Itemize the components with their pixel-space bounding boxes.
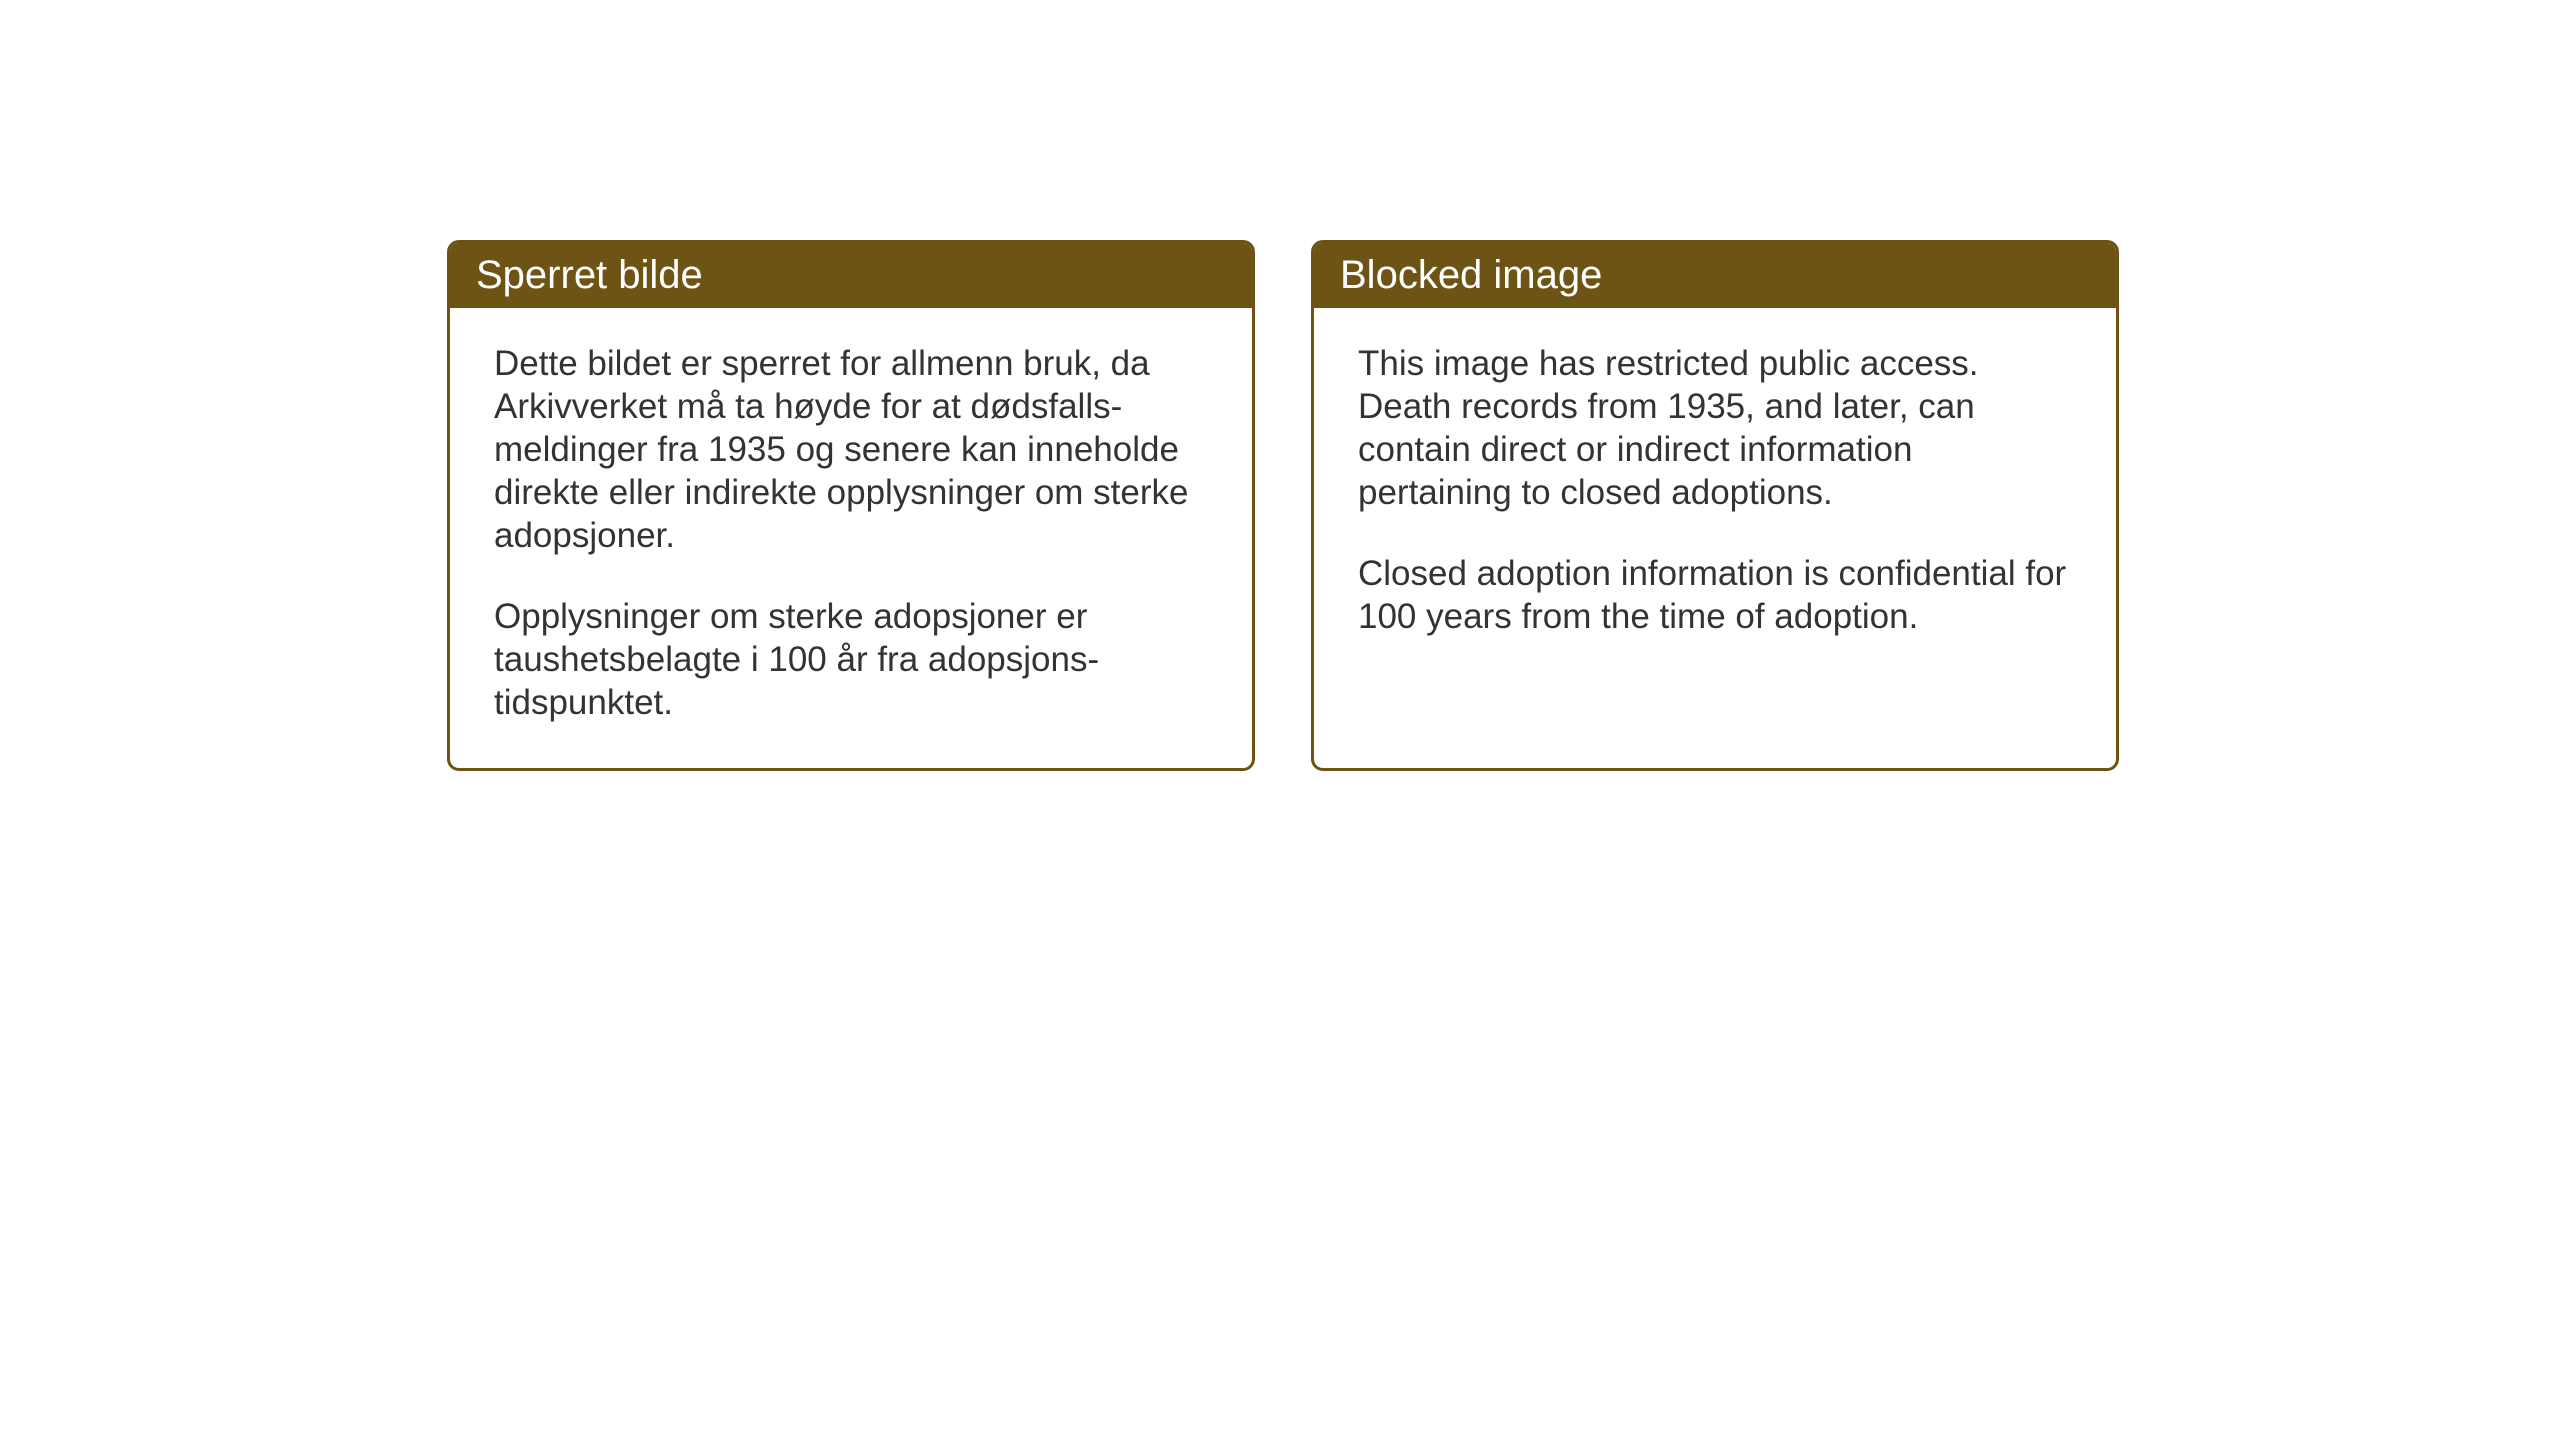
card-norwegian: Sperret bilde Dette bildet er sperret fo… bbox=[447, 240, 1255, 771]
card-paragraph-1-english: This image has restricted public access.… bbox=[1358, 342, 2072, 514]
card-header-norwegian: Sperret bilde bbox=[450, 243, 1252, 308]
card-title-norwegian: Sperret bilde bbox=[476, 253, 703, 297]
card-paragraph-1-norwegian: Dette bildet er sperret for allmenn bruk… bbox=[494, 342, 1208, 557]
cards-container: Sperret bilde Dette bildet er sperret fo… bbox=[447, 240, 2119, 771]
card-body-english: This image has restricted public access.… bbox=[1314, 308, 2116, 682]
card-paragraph-2-english: Closed adoption information is confident… bbox=[1358, 552, 2072, 638]
card-body-norwegian: Dette bildet er sperret for allmenn bruk… bbox=[450, 308, 1252, 768]
card-title-english: Blocked image bbox=[1340, 253, 1602, 297]
card-english: Blocked image This image has restricted … bbox=[1311, 240, 2119, 771]
card-header-english: Blocked image bbox=[1314, 243, 2116, 308]
card-paragraph-2-norwegian: Opplysninger om sterke adopsjoner er tau… bbox=[494, 595, 1208, 724]
